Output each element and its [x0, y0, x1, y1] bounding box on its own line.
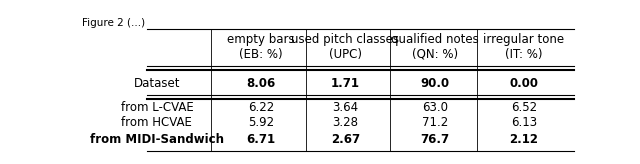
Text: used pitch classes: used pitch classes — [291, 33, 399, 46]
Text: from L-CVAE: from L-CVAE — [120, 101, 193, 114]
Text: 3.64: 3.64 — [332, 101, 358, 114]
Text: (UPC): (UPC) — [329, 48, 362, 61]
Text: 5.92: 5.92 — [248, 116, 274, 129]
Text: Dataset: Dataset — [134, 77, 180, 90]
Text: 71.2: 71.2 — [422, 116, 448, 129]
Text: Figure 2 (...): Figure 2 (...) — [83, 19, 146, 29]
Text: from HCVAE: from HCVAE — [122, 116, 192, 129]
Text: 6.13: 6.13 — [511, 116, 537, 129]
Text: 3.28: 3.28 — [332, 116, 358, 129]
Text: 6.52: 6.52 — [511, 101, 537, 114]
Text: 63.0: 63.0 — [422, 101, 447, 114]
Text: (QN: %): (QN: %) — [412, 48, 458, 61]
Text: qualified notes: qualified notes — [391, 33, 479, 46]
Text: (IT: %): (IT: %) — [505, 48, 543, 61]
Text: 1.71: 1.71 — [331, 77, 360, 90]
Text: 90.0: 90.0 — [420, 77, 449, 90]
Text: (EB: %): (EB: %) — [239, 48, 283, 61]
Text: 8.06: 8.06 — [246, 77, 276, 90]
Text: 2.67: 2.67 — [331, 133, 360, 145]
Text: irregular tone: irregular tone — [483, 33, 564, 46]
Text: 76.7: 76.7 — [420, 133, 449, 145]
Text: from MIDI-Sandwich: from MIDI-Sandwich — [90, 133, 224, 145]
Text: 0.00: 0.00 — [509, 77, 538, 90]
Text: 6.22: 6.22 — [248, 101, 274, 114]
Text: 2.12: 2.12 — [509, 133, 538, 145]
Text: empty bars: empty bars — [227, 33, 295, 46]
Text: 6.71: 6.71 — [246, 133, 276, 145]
